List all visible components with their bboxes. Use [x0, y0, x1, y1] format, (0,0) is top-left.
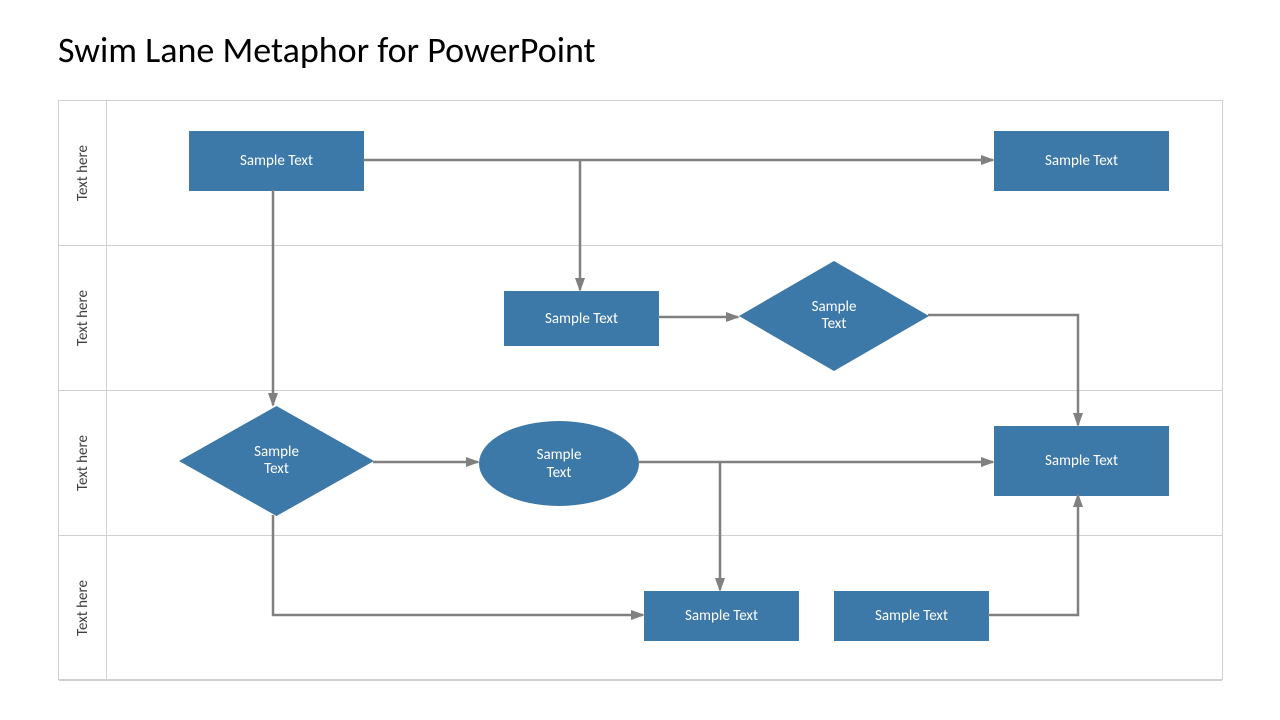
lane-label: Text here — [74, 435, 92, 491]
lane-label-cell: Text here — [59, 391, 107, 535]
flowchart-rect: Sample Text — [994, 131, 1169, 191]
flowchart-rect: Sample Text — [834, 591, 989, 641]
lane-3: Text here — [59, 536, 1222, 681]
page-title: Swim Lane Metaphor for PowerPoint — [58, 28, 596, 72]
swimlane-container: Text here Text here Text here Text here … — [58, 100, 1223, 680]
flowchart-rect: Sample Text — [504, 291, 659, 346]
flowchart-diamond-label: SampleText — [179, 406, 374, 516]
flowchart-diamond: SampleText — [179, 406, 374, 516]
flowchart-rect: Sample Text — [644, 591, 799, 641]
lane-label: Text here — [74, 580, 92, 636]
lane-label-cell: Text here — [59, 246, 107, 390]
lane-label-cell: Text here — [59, 101, 107, 245]
lane-label: Text here — [74, 145, 92, 201]
lane-label-cell: Text here — [59, 536, 107, 680]
flowchart-diamond-label: SampleText — [739, 261, 929, 371]
lane-label: Text here — [74, 290, 92, 346]
flowchart-ellipse: SampleText — [479, 421, 639, 506]
flowchart-diamond: SampleText — [739, 261, 929, 371]
flowchart-rect: Sample Text — [994, 426, 1169, 496]
flowchart-rect: Sample Text — [189, 131, 364, 191]
